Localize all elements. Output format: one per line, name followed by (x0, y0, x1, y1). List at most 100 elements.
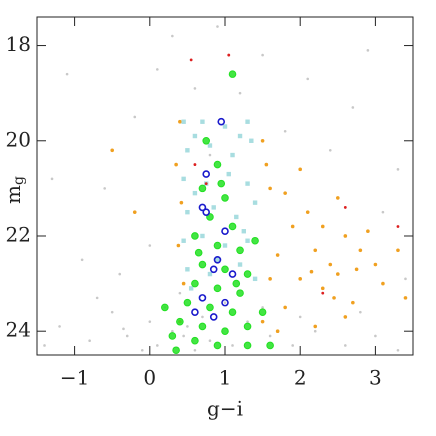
y-axis-label: mg (1, 176, 28, 204)
point (223, 301, 227, 304)
point (243, 270, 252, 278)
point (396, 168, 400, 171)
point (264, 162, 269, 167)
point (351, 106, 355, 109)
point (231, 344, 234, 347)
x-tick-label: 0 (143, 366, 156, 390)
plot-area (43, 25, 408, 355)
x-tick-label: 1 (219, 366, 232, 390)
point (336, 272, 340, 276)
point (222, 124, 228, 129)
point (118, 272, 122, 276)
x-tick-label: 2 (294, 366, 307, 390)
point (245, 238, 250, 243)
point (132, 210, 137, 214)
point (275, 329, 280, 333)
point (193, 87, 197, 90)
point (80, 258, 84, 262)
point (354, 267, 359, 272)
point (313, 248, 318, 253)
point (161, 303, 169, 312)
point (404, 277, 407, 281)
point (148, 244, 152, 247)
point (328, 148, 332, 152)
point (249, 138, 254, 143)
point (320, 224, 325, 229)
point (221, 298, 229, 307)
point (192, 190, 198, 196)
point (202, 170, 210, 178)
point (243, 322, 252, 331)
point (373, 262, 378, 267)
point (359, 310, 362, 314)
point (221, 327, 229, 335)
point (396, 348, 400, 352)
point (176, 317, 184, 326)
point (185, 209, 190, 215)
point (228, 70, 237, 78)
point (374, 334, 377, 338)
point (320, 286, 325, 291)
point (198, 260, 207, 269)
y-tick-label: 24 (6, 318, 31, 342)
point (200, 233, 205, 239)
point (110, 148, 114, 153)
point (217, 117, 226, 126)
point (191, 232, 199, 240)
point (208, 153, 212, 157)
point (332, 296, 336, 300)
point (298, 315, 302, 319)
point (266, 341, 274, 350)
point (246, 320, 249, 323)
point (50, 177, 54, 181)
point (216, 25, 219, 28)
point (209, 313, 218, 321)
point (198, 294, 207, 302)
x-tick-label: −1 (60, 366, 89, 390)
point (122, 327, 125, 331)
point (181, 176, 186, 182)
point (234, 214, 239, 220)
point (366, 229, 370, 234)
point (252, 276, 258, 282)
point (207, 143, 213, 148)
x-axis-label: g−i (207, 397, 243, 421)
point (343, 206, 347, 209)
point (202, 136, 210, 145)
y-label-sub: g (11, 176, 27, 185)
point (261, 306, 264, 309)
point (260, 319, 265, 324)
point (305, 210, 310, 214)
point (213, 241, 222, 250)
point (178, 119, 182, 124)
point (283, 305, 287, 310)
point (65, 72, 69, 76)
point (201, 315, 204, 319)
y-tick-label: 18 (6, 32, 31, 56)
point (366, 49, 370, 52)
point (148, 320, 152, 323)
point (217, 179, 226, 188)
point (238, 91, 242, 95)
point (202, 208, 210, 216)
point (245, 181, 250, 186)
point (396, 225, 400, 228)
point (228, 308, 237, 316)
point (236, 246, 244, 255)
point (174, 162, 178, 167)
y-tick-label: 22 (6, 222, 31, 246)
point (343, 234, 348, 238)
point (213, 160, 222, 169)
point (204, 182, 208, 186)
point (200, 119, 205, 124)
point (58, 325, 61, 328)
point (351, 300, 355, 305)
point (221, 194, 229, 202)
point (232, 279, 241, 288)
point (125, 334, 129, 338)
point (343, 315, 348, 319)
point (183, 298, 192, 307)
point (291, 344, 294, 347)
point (186, 325, 189, 328)
